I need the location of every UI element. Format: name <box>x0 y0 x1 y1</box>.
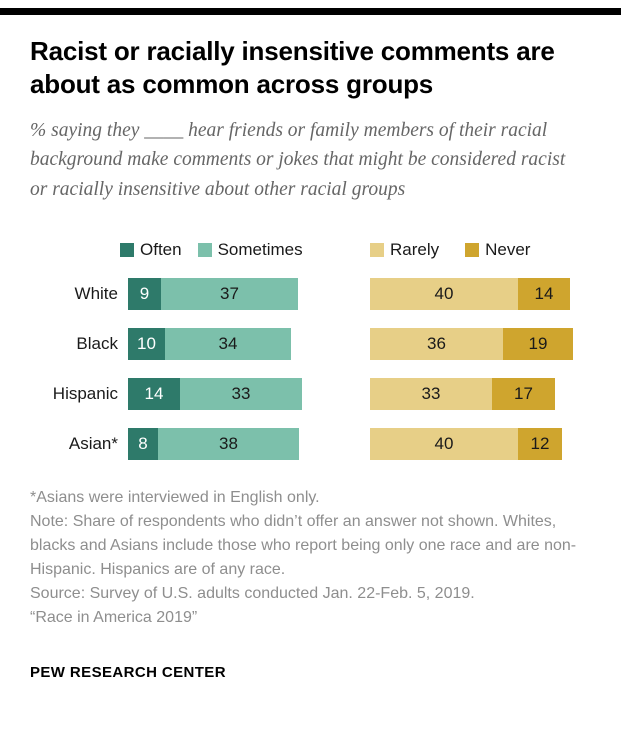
legend-item-never: Never <box>465 240 530 260</box>
bar-segment-sometimes: 33 <box>180 377 302 410</box>
chart-row: White 9 37 40 14 <box>30 277 591 310</box>
bar-segment-sometimes: 37 <box>161 277 298 310</box>
legend-label: Rarely <box>390 239 440 259</box>
chart-row: Hispanic 14 33 33 17 <box>30 377 591 410</box>
bar-segment-sometimes: 38 <box>158 427 299 460</box>
footnote-source: Source: Survey of U.S. adults conducted … <box>30 584 475 602</box>
bar-segment-often: 10 <box>128 327 165 360</box>
legend-group-left: Often Sometimes <box>120 240 303 260</box>
category-label: Asian* <box>68 433 118 453</box>
bar-group-rarely-never: 36 19 <box>370 327 573 360</box>
legend-item-rarely: Rarely <box>370 240 439 260</box>
bar-group-often-sometimes: 8 38 <box>128 427 370 460</box>
bar-group-rarely-never: 40 14 <box>370 277 570 310</box>
legend-swatch-often <box>120 242 134 257</box>
legend-swatch-never <box>465 242 480 257</box>
bar-segment-never: 14 <box>518 277 570 310</box>
category-label: Black <box>76 333 118 353</box>
legend-label: Sometimes <box>217 239 303 259</box>
chart-row: Black 10 34 36 19 <box>30 327 591 360</box>
bar-segment-never: 19 <box>503 327 573 360</box>
category-label: White <box>74 283 118 303</box>
bar-group-rarely-never: 40 12 <box>370 427 562 460</box>
bar-segment-never: 17 <box>492 377 555 410</box>
bar-group-often-sometimes: 14 33 <box>128 377 370 410</box>
legend-label: Often <box>140 239 182 259</box>
bar-segment-rarely: 36 <box>370 327 503 360</box>
page-title: Racist or racially insensitive comments … <box>30 36 555 99</box>
top-rule <box>0 8 621 15</box>
legend-label: Never <box>485 239 531 259</box>
bar-group-rarely-never: 33 17 <box>370 377 555 410</box>
footnote-asterisk: *Asians were interviewed in English only… <box>30 488 320 506</box>
category-label: Hispanic <box>52 383 118 403</box>
legend-swatch-sometimes <box>197 242 212 257</box>
legend-group-right: Rarely Never <box>370 240 530 260</box>
footnote-report: “Race in America 2019” <box>30 608 198 626</box>
chart-subtitle: % saying they ____ hear friends or famil… <box>30 120 566 200</box>
bar-segment-often: 14 <box>128 377 180 410</box>
bar-chart: White 9 37 40 14 Black 10 34 36 19 Hispanic 14 33 33 1… <box>30 277 591 460</box>
bar-segment-often: 8 <box>128 427 158 460</box>
brand-footer: PEW RESEARCH CENTER <box>30 663 226 681</box>
bar-group-often-sometimes: 10 34 <box>128 327 370 360</box>
legend: Often Sometimes Rarely Never <box>30 240 591 262</box>
bar-segment-never: 12 <box>518 427 562 460</box>
bar-group-often-sometimes: 9 37 <box>128 277 370 310</box>
bar-segment-often: 9 <box>128 277 161 310</box>
bar-segment-sometimes: 34 <box>165 327 291 360</box>
bar-segment-rarely: 40 <box>370 277 518 310</box>
footnote-note: Note: Share of respondents who didn’t of… <box>30 512 577 578</box>
chart-row: Asian* 8 38 40 12 <box>30 427 591 460</box>
bar-segment-rarely: 33 <box>370 377 492 410</box>
legend-item-often: Often <box>120 240 182 260</box>
legend-item-sometimes: Sometimes <box>197 239 303 260</box>
legend-swatch-rarely <box>370 242 384 257</box>
bar-segment-rarely: 40 <box>370 427 518 460</box>
footnotes: *Asians were interviewed in English only… <box>30 486 591 630</box>
